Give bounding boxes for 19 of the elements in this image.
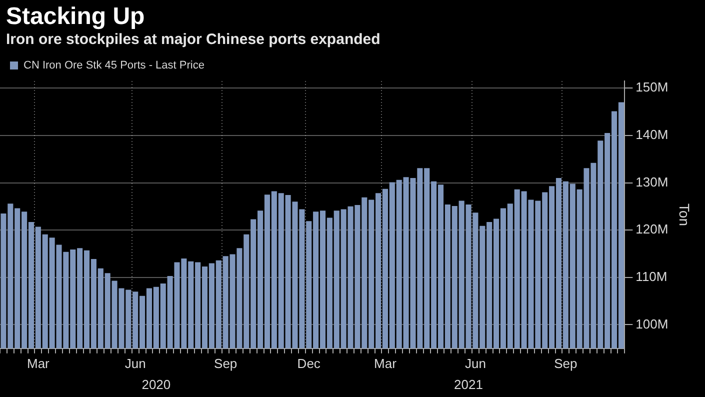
y-tick-label: 100M xyxy=(636,316,668,332)
x-tick-label: Sep xyxy=(214,356,238,371)
y-tick-label: 150M xyxy=(636,80,668,95)
x-tick-label: Dec xyxy=(297,356,321,371)
chart-subtitle: Iron ore stockpiles at major Chinese ports expanded xyxy=(6,30,382,50)
x-tick-label: Jun xyxy=(464,356,486,371)
x-tick-label: Mar xyxy=(374,356,398,371)
y-axis-title: Ton xyxy=(676,203,693,226)
chart-title: Stacking Up xyxy=(6,3,146,30)
y-tick-label: 140M xyxy=(636,127,668,142)
legend-label: CN Iron Ore Stk 45 Ports - Last Price xyxy=(24,60,204,72)
x-tick-label: Sep xyxy=(554,356,578,371)
text: 2021 xyxy=(454,377,483,392)
x-tick-label: Mar xyxy=(26,356,50,371)
y-tick-label: 130M xyxy=(636,174,668,190)
y-tick-label: 110M xyxy=(636,268,668,284)
x-tick-label: Jun xyxy=(124,356,146,371)
text: 2020 xyxy=(142,377,171,392)
y-tick-label: 120M xyxy=(636,222,668,237)
